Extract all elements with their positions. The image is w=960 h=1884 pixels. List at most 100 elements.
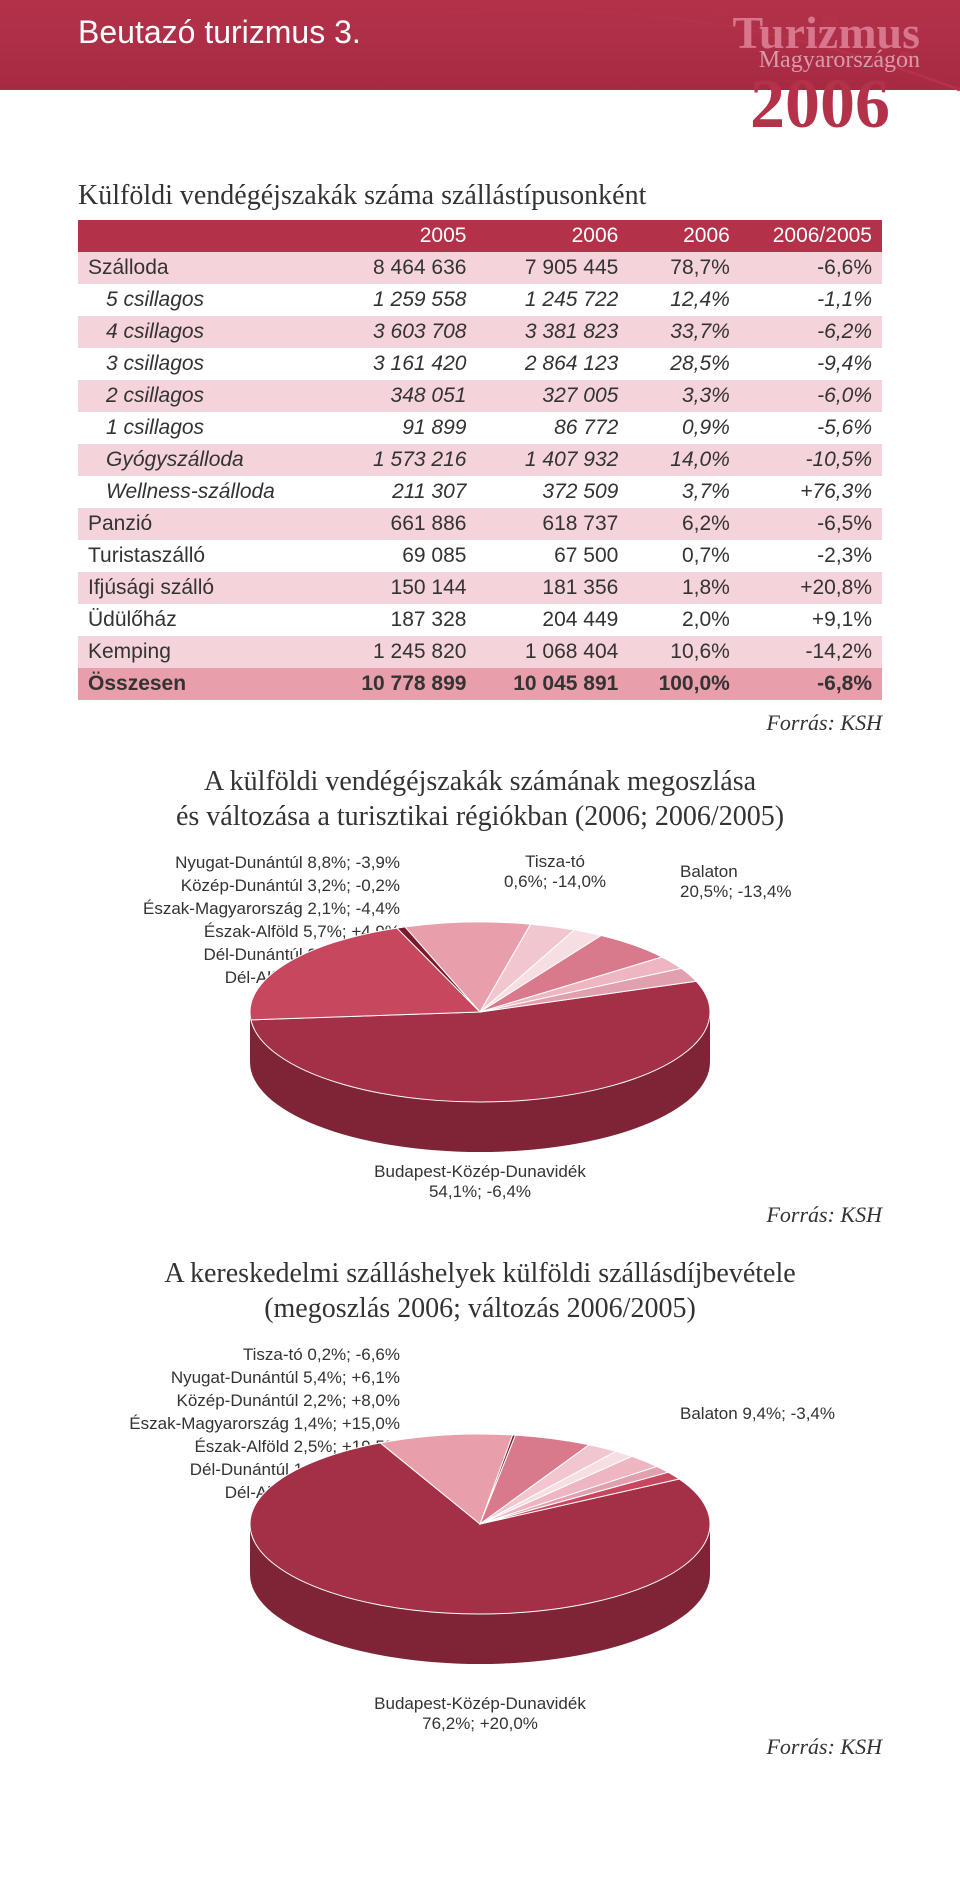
chart2-pie	[220, 1404, 740, 1684]
page-title: Beutazó turizmus 3.	[78, 14, 361, 50]
table-cell: Üdülőház	[78, 604, 325, 636]
table-cell: 10 045 891	[476, 668, 628, 700]
table-cell: 91 899	[325, 412, 477, 444]
table-cell: -6,8%	[740, 668, 882, 700]
table-cell: 348 051	[325, 380, 477, 412]
table-cell: 372 509	[476, 476, 628, 508]
chart1-wrap: Nyugat-Dunántúl 8,8%; -3,9%Közép-Dunántú…	[80, 852, 880, 1192]
table-cell: 1 csillagos	[78, 412, 325, 444]
table-row: 5 csillagos1 259 5581 245 72212,4%-1,1%	[78, 284, 882, 316]
table-cell: 8 464 636	[325, 252, 477, 284]
table-row: Gyógyszálloda1 573 2161 407 93214,0%-10,…	[78, 444, 882, 476]
table-cell: 1 245 820	[325, 636, 477, 668]
table-cell: 69 085	[325, 540, 477, 572]
table-cell: +9,1%	[740, 604, 882, 636]
table-cell: Gyógyszálloda	[78, 444, 325, 476]
table-body: Szálloda8 464 6367 905 44578,7%-6,6%5 cs…	[78, 252, 882, 700]
chart2-wrap: Tisza-tó 0,2%; -6,6%Nyugat-Dunántúl 5,4%…	[80, 1344, 880, 1724]
data-table: 2005200620062006/2005 Szálloda8 464 6367…	[78, 220, 882, 700]
table-cell: Turistaszálló	[78, 540, 325, 572]
table-cell: 3 161 420	[325, 348, 477, 380]
chart1-tisza-label: Tisza-tó0,6%; -14,0%	[490, 852, 620, 892]
table-cell: 150 144	[325, 572, 477, 604]
table-row: Turistaszálló69 08567 5000,7%-2,3%	[78, 540, 882, 572]
table-cell: -1,1%	[740, 284, 882, 316]
table-cell: Szálloda	[78, 252, 325, 284]
chart-label: Nyugat-Dunántúl 8,8%; -3,9%	[80, 852, 400, 875]
source-label-2: Forrás: KSH	[78, 1202, 882, 1228]
table-cell: 2,0%	[628, 604, 739, 636]
table-cell: -6,5%	[740, 508, 882, 540]
table-cell: 0,7%	[628, 540, 739, 572]
source-label-3: Forrás: KSH	[78, 1734, 882, 1760]
logo-year: 2006	[750, 70, 890, 140]
table-cell: 67 500	[476, 540, 628, 572]
chart-label: Nyugat-Dunántúl 5,4%; +6,1%	[80, 1367, 400, 1390]
table-header-row: 2005200620062006/2005	[78, 220, 882, 252]
chart1-bottom-label: Budapest-Közép-Dunavidék54,1%; -6,4%	[330, 1162, 630, 1202]
table-header-cell: 2006/2005	[740, 220, 882, 252]
table-title: Külföldi vendégéjszakák száma szállástíp…	[78, 180, 882, 212]
table-cell: 1 573 216	[325, 444, 477, 476]
chart2-bottom-label: Budapest-Közép-Dunavidék76,2%; +20,0%	[330, 1694, 630, 1734]
table-row: Szálloda8 464 6367 905 44578,7%-6,6%	[78, 252, 882, 284]
table-cell: -2,3%	[740, 540, 882, 572]
table-row: Üdülőház187 328204 4492,0%+9,1%	[78, 604, 882, 636]
table-cell: 204 449	[476, 604, 628, 636]
table-cell: -6,2%	[740, 316, 882, 348]
table-cell: 7 905 445	[476, 252, 628, 284]
table-cell: Ifjúsági szálló	[78, 572, 325, 604]
table-cell: 10 778 899	[325, 668, 477, 700]
chart-label: Tisza-tó 0,2%; -6,6%	[80, 1344, 400, 1367]
table-cell: -6,6%	[740, 252, 882, 284]
table-cell: 33,7%	[628, 316, 739, 348]
table-cell: 2 csillagos	[78, 380, 325, 412]
table-cell: 187 328	[325, 604, 477, 636]
table-header-cell: 2005	[325, 220, 477, 252]
table-cell: 3 csillagos	[78, 348, 325, 380]
table-cell: 211 307	[325, 476, 477, 508]
table-cell: 618 737	[476, 508, 628, 540]
table-cell: Kemping	[78, 636, 325, 668]
table-cell: 3 603 708	[325, 316, 477, 348]
chart2-title: A kereskedelmi szálláshelyek külföldi sz…	[78, 1256, 882, 1326]
table-cell: 1 259 558	[325, 284, 477, 316]
table-cell: 1 245 722	[476, 284, 628, 316]
table-row: 3 csillagos3 161 4202 864 12328,5%-9,4%	[78, 348, 882, 380]
table-cell: 661 886	[325, 508, 477, 540]
table-cell: 6,2%	[628, 508, 739, 540]
chart1-title: A külföldi vendégéjszakák számának megos…	[78, 764, 882, 834]
table-header-cell	[78, 220, 325, 252]
table-cell: 1,8%	[628, 572, 739, 604]
main-content: Külföldi vendégéjszakák száma szállástíp…	[0, 90, 960, 1800]
table-row: 4 csillagos3 603 7083 381 82333,7%-6,2%	[78, 316, 882, 348]
table-cell: +20,8%	[740, 572, 882, 604]
table-row: 1 csillagos91 89986 7720,9%-5,6%	[78, 412, 882, 444]
table-cell: 86 772	[476, 412, 628, 444]
table-cell: 5 csillagos	[78, 284, 325, 316]
table-cell: -6,0%	[740, 380, 882, 412]
table-cell: -9,4%	[740, 348, 882, 380]
table-cell: Panzió	[78, 508, 325, 540]
table-cell: +76,3%	[740, 476, 882, 508]
table-cell: 10,6%	[628, 636, 739, 668]
table-cell: 100,0%	[628, 668, 739, 700]
table-row: Wellness-szálloda211 307372 5093,7%+76,3…	[78, 476, 882, 508]
table-cell: Wellness-szálloda	[78, 476, 325, 508]
table-cell: 327 005	[476, 380, 628, 412]
table-row: 2 csillagos348 051327 0053,3%-6,0%	[78, 380, 882, 412]
table-cell: -10,5%	[740, 444, 882, 476]
table-cell: 4 csillagos	[78, 316, 325, 348]
table-cell: 3,3%	[628, 380, 739, 412]
table-row: Kemping1 245 8201 068 40410,6%-14,2%	[78, 636, 882, 668]
table-cell: 28,5%	[628, 348, 739, 380]
table-row: Összesen10 778 89910 045 891100,0%-6,8%	[78, 668, 882, 700]
table-row: Panzió661 886618 7376,2%-6,5%	[78, 508, 882, 540]
source-label: Forrás: KSH	[78, 710, 882, 736]
table-header-cell: 2006	[628, 220, 739, 252]
table-cell: 78,7%	[628, 252, 739, 284]
table-cell: 14,0%	[628, 444, 739, 476]
table-cell: 0,9%	[628, 412, 739, 444]
chart1-pie	[220, 892, 740, 1152]
table-row: Ifjúsági szálló150 144181 3561,8%+20,8%	[78, 572, 882, 604]
